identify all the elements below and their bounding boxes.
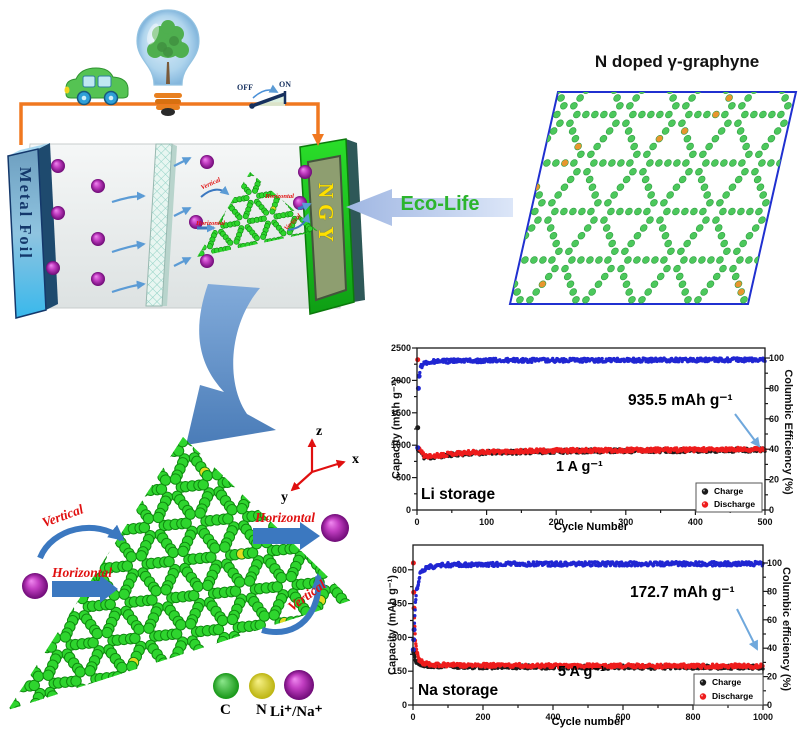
tick-label: 0 xyxy=(767,700,772,710)
tick-label: 1000 xyxy=(753,712,773,722)
wire-arrowhead xyxy=(312,134,324,146)
tick-label: 150 xyxy=(392,666,407,676)
atom-legend xyxy=(213,670,314,700)
tick-label: 60 xyxy=(767,615,777,625)
tick-label: 400 xyxy=(688,517,703,527)
li-xlabel: Cycle Number xyxy=(554,521,628,533)
tick-label: 80 xyxy=(767,586,777,596)
switch-off-label: OFF xyxy=(237,83,253,92)
green-car-icon xyxy=(64,67,129,106)
annotation-arrow xyxy=(734,413,761,448)
series-columbic-efficiency xyxy=(415,356,767,451)
tick-label: 200 xyxy=(549,517,564,527)
metal-foil-label: Metal Foil xyxy=(16,167,35,260)
series-discharge xyxy=(415,357,767,460)
small-flake-horizontal-label-1: Horizontal xyxy=(196,220,225,227)
tick-label: 1000 xyxy=(391,440,411,450)
tick-label: 60 xyxy=(769,414,779,424)
tick-label: 0 xyxy=(402,700,407,710)
tick-label: 100 xyxy=(479,517,494,527)
tick-label: 0 xyxy=(414,517,419,527)
ion-flow-arrows xyxy=(111,157,192,294)
separator-side xyxy=(162,144,177,306)
tick-label: 2000 xyxy=(391,375,411,385)
molecule-horizontal-label-1: Horizontal xyxy=(52,565,113,580)
tick-label: 100 xyxy=(769,353,784,363)
tick-label: 20 xyxy=(767,672,777,682)
eco-life-arrow xyxy=(346,189,513,226)
li-storage-label: Li storage xyxy=(421,486,496,503)
ngy-label: NGY xyxy=(314,183,338,248)
li-ylabel-right: Columbic Efficiency (%) xyxy=(782,369,794,495)
separator-membrane xyxy=(145,143,173,307)
tick-label: 200 xyxy=(475,712,490,722)
tick-label: 0 xyxy=(769,505,774,515)
eco-life-label: Eco-Life xyxy=(400,193,480,215)
light-bulb-with-tree-icon xyxy=(136,9,200,116)
na-rate-label: 5 A g⁻¹ xyxy=(558,664,605,680)
switch-on-label: ON xyxy=(279,80,291,89)
na-xlabel: Cycle number xyxy=(551,716,625,728)
big-down-arrow xyxy=(186,284,276,445)
tick-label: 0 xyxy=(410,712,415,722)
chart-legend-box xyxy=(695,482,763,513)
na-ylabel-left: Capacity (mAh g⁻¹) xyxy=(386,575,399,675)
tick-label: 400 xyxy=(545,712,560,722)
lattice-cell-border xyxy=(508,91,798,305)
tick-label: 600 xyxy=(392,565,407,575)
li-annotation: 935.5 mAh g⁻¹ xyxy=(628,392,733,409)
na-storage-label: Na storage xyxy=(418,682,499,699)
ngy-electrode xyxy=(299,138,365,315)
axis-y-label: y xyxy=(281,490,288,505)
na-annotation: 172.7 mAh g⁻¹ xyxy=(630,584,735,601)
series-discharge xyxy=(410,560,765,670)
li-legend-charge: Charge xyxy=(714,486,744,496)
tick-label: 40 xyxy=(767,643,777,653)
tick-label: 300 xyxy=(618,517,633,527)
tick-label: 600 xyxy=(615,712,630,722)
li-ylabel-left: Capacity (mAh g⁻¹) xyxy=(390,379,403,479)
annotation-arrow xyxy=(736,608,758,651)
metal-foil-electrode xyxy=(7,143,58,319)
tick-label: 1500 xyxy=(391,408,411,418)
tick-label: 800 xyxy=(685,712,700,722)
circuit-switch-icon xyxy=(249,84,287,109)
na-legend-discharge: Discharge xyxy=(712,691,754,701)
tick-label: 450 xyxy=(392,599,407,609)
tick-label: 2500 xyxy=(391,343,411,353)
tick-label: 100 xyxy=(767,558,782,568)
li-chart: 0 100 200 300 400 500 0 500 1000 1500 2000 2500 0 20 4… xyxy=(391,343,784,527)
molecule-ions xyxy=(22,514,349,599)
na-legend-charge: Charge xyxy=(712,677,742,687)
axis-x-label: x xyxy=(352,452,359,467)
molecule-arrows xyxy=(37,522,328,635)
legend-ion-label: Li⁺/Na⁺ xyxy=(270,704,323,720)
small-flake-horizontal-label-2: Horizontal xyxy=(265,193,294,200)
tick-label: 80 xyxy=(769,383,779,393)
lattice-title: N doped γ-graphyne xyxy=(594,52,760,71)
tick-label: 0 xyxy=(406,505,411,515)
legend-nitrogen-label: N xyxy=(256,702,267,718)
series-columbic-efficiency xyxy=(410,559,765,653)
na-ylabel-right: Columbic efficiency (%) xyxy=(780,566,792,692)
tick-label: 300 xyxy=(392,632,407,642)
tick-label: 500 xyxy=(396,473,411,483)
tick-label: 500 xyxy=(757,517,772,527)
tree-trunk xyxy=(166,62,170,84)
li-legend-discharge: Discharge xyxy=(714,499,756,509)
chart-legend-box xyxy=(693,673,764,706)
na-chart: 0 200 400 600 800 1000 0 150 300 450 600 0 20 40 60 80 1… xyxy=(392,544,782,722)
tick-label: 20 xyxy=(769,475,779,485)
xyz-axes-icon xyxy=(290,438,346,492)
molecule-horizontal-label-2: Horizontal xyxy=(255,510,316,525)
axis-z-label: z xyxy=(316,424,323,439)
tick-label: 40 xyxy=(769,444,779,454)
legend-carbon-label: C xyxy=(220,702,231,718)
small-flake-arrows xyxy=(197,185,312,233)
li-rate-label: 1 A g⁻¹ xyxy=(556,459,603,475)
